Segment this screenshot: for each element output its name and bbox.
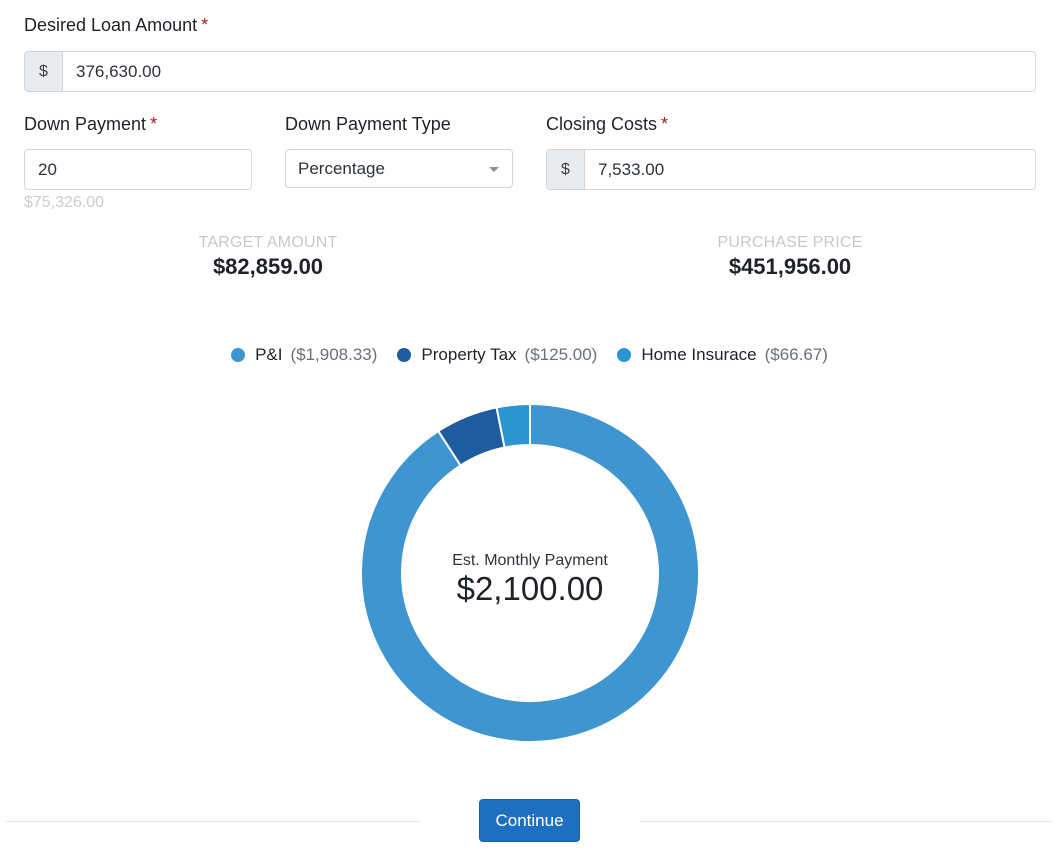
continue-button[interactable]: Continue [479, 799, 580, 842]
loan-amount-label-text: Desired Loan Amount [24, 15, 198, 35]
closing-costs-field[interactable]: $ [546, 149, 1036, 190]
down-payment-field[interactable]: % [24, 149, 252, 190]
required-mark: * [661, 114, 669, 134]
loan-amount-input[interactable] [63, 52, 1035, 91]
target-amount-value: $82,859.00 [212, 254, 324, 279]
footer-divider-right [640, 821, 1052, 822]
required-mark: * [201, 15, 209, 35]
donut-center-label: Est. Monthly Payment [452, 552, 608, 569]
legend-name: Home Insurace [641, 345, 757, 364]
loan-amount-label: Desired Loan Amount * [24, 15, 208, 36]
legend-item-home-insurance[interactable]: Home Insurace ($66.67) [617, 345, 828, 365]
required-mark: * [150, 114, 158, 134]
down-payment-type-value: Percentage [298, 158, 385, 178]
closing-costs-label: Closing Costs * [546, 114, 668, 135]
legend-item-pi[interactable]: P&I ($1,908.33) [231, 345, 377, 365]
loan-amount-field[interactable]: $ [24, 51, 1036, 92]
currency-prefix: $ [547, 150, 585, 189]
legend-dot [617, 348, 632, 362]
legend-dot [231, 348, 246, 362]
closing-costs-label-text: Closing Costs [546, 114, 658, 134]
legend-amount: ($66.67) [764, 345, 828, 364]
down-payment-type-label: Down Payment Type [285, 114, 451, 134]
purchase-price-value: $451,956.00 [728, 254, 852, 279]
purchase-price: PURCHASE PRICE $451,956.00 [660, 234, 920, 280]
down-payment-amount: $75,326.00 [24, 194, 105, 211]
legend-name: P&I [255, 345, 283, 364]
legend-amount: ($125.00) [524, 345, 598, 364]
donut-slice-p-i[interactable] [360, 402, 700, 743]
currency-prefix: $ [25, 52, 63, 91]
closing-costs-input[interactable] [585, 150, 1035, 189]
down-payment-type-select[interactable]: Percentage [285, 149, 513, 188]
down-payment-input[interactable] [25, 150, 251, 189]
chevron-down-icon [489, 167, 499, 172]
legend-name: Property Tax [421, 345, 517, 364]
donut-center-value: $2,100.00 [456, 570, 604, 607]
legend-item-property-tax[interactable]: Property Tax ($125.00) [397, 345, 597, 365]
down-payment-label: Down Payment * [24, 114, 157, 135]
donut-slice-home-insurace[interactable] [495, 402, 531, 449]
legend-amount: ($1,908.33) [290, 345, 378, 364]
footer-divider-left [6, 821, 420, 822]
legend-dot [397, 348, 412, 362]
down-payment-label-text: Down Payment [24, 114, 147, 134]
target-amount: TARGET AMOUNT $82,859.00 [138, 234, 398, 280]
monthly-payment-donut-chart [360, 402, 700, 743]
purchase-price-label: PURCHASE PRICE [717, 234, 863, 251]
target-amount-label: TARGET AMOUNT [198, 234, 338, 251]
chart-legend: P&I ($1,908.33) Property Tax ($125.00) H… [0, 345, 1059, 365]
